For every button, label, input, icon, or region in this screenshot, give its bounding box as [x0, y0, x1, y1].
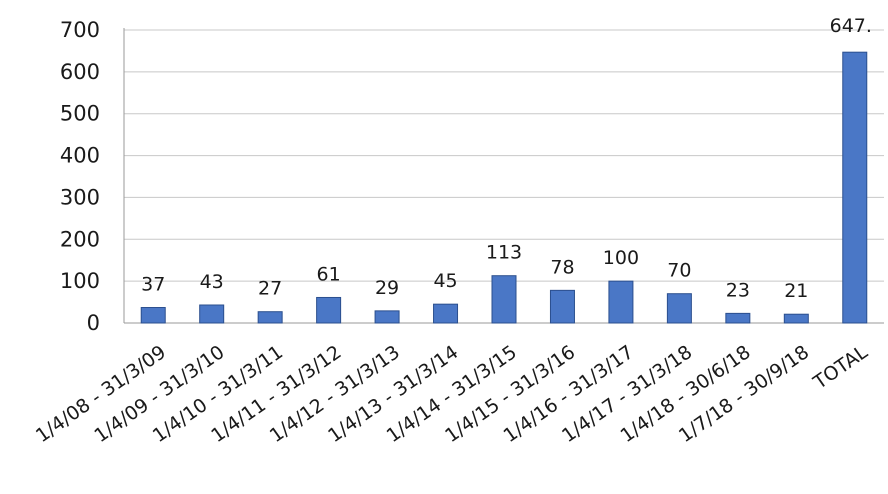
bar	[140, 307, 166, 324]
bar	[199, 304, 225, 324]
y-tick-label: 500	[60, 102, 100, 126]
data-label: 45	[433, 270, 457, 292]
x-axis-category-labels: 1/4/08 - 31/3/091/4/09 - 31/3/101/4/10 -…	[32, 341, 872, 447]
gridlines	[123, 28, 884, 324]
data-label: 61	[317, 263, 341, 285]
y-tick-label: 100	[60, 269, 100, 293]
data-label: 100	[603, 247, 639, 269]
data-label: 23	[726, 279, 750, 301]
data-label: 78	[550, 256, 574, 278]
bar	[725, 312, 751, 324]
y-axis-tick-labels: 0 100 200 300 400 500 600 700	[60, 18, 100, 335]
data-label: 113	[486, 242, 522, 264]
bar	[666, 293, 692, 324]
data-label: 43	[200, 271, 224, 293]
y-tick-label: 200	[60, 227, 100, 251]
y-tick-label: 700	[60, 18, 100, 42]
bars	[140, 51, 868, 324]
bar	[257, 311, 283, 324]
data-label: 21	[784, 280, 808, 302]
bar	[491, 275, 517, 324]
y-tick-label: 300	[60, 185, 100, 209]
y-tick-label: 400	[60, 144, 100, 168]
data-label: 647.	[830, 15, 872, 37]
y-tick-label: 0	[87, 311, 100, 335]
data-label: 37	[141, 274, 165, 296]
y-tick-label: 600	[60, 60, 100, 84]
x-category-label: TOTAL	[809, 341, 872, 394]
bar	[783, 313, 809, 324]
bar	[608, 280, 634, 324]
data-label: 27	[258, 278, 282, 300]
bar	[374, 310, 400, 324]
bar	[842, 51, 868, 324]
bar	[316, 296, 342, 324]
data-label: 70	[667, 260, 691, 282]
data-labels: 37 43 27 61 29 45 113 78 100 70 23 21 647.	[141, 15, 872, 302]
bar	[433, 303, 459, 324]
data-label: 29	[375, 277, 399, 299]
bar	[549, 289, 575, 324]
